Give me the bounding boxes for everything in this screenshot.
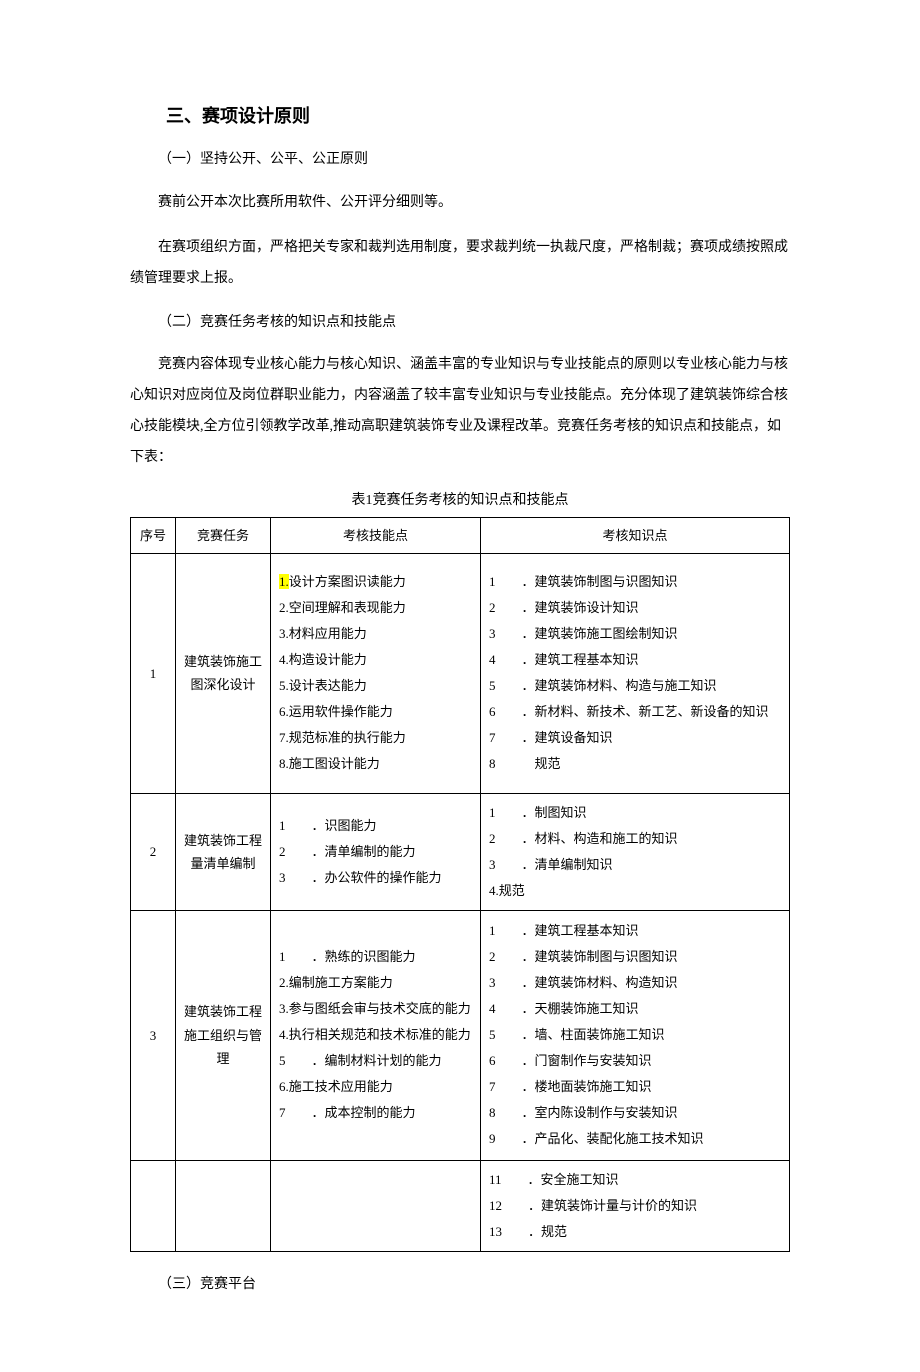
knowledge-lines: 1 ．制图知识2 ．材料、构造和施工的知识3 ．清单编制知识4.规范	[489, 800, 781, 904]
cell-knowledge: 1 ．制图知识2 ．材料、构造和施工的知识3 ．清单编制知识4.规范	[481, 793, 790, 910]
paragraph-1: 赛前公开本次比赛所用软件、公开评分细则等。	[130, 188, 790, 219]
subheading-1: （一）坚持公开、公平、公正原则	[130, 147, 790, 172]
cell-skill	[271, 1160, 481, 1251]
table-header-row: 序号 竞赛任务 考核技能点 考核知识点	[131, 517, 790, 553]
paragraph-2: 在赛项组织方面，严格把关专家和裁判选用制度，要求裁判统一执裁尺度，严格制裁；赛项…	[130, 233, 790, 295]
section-title: 三、赛项设计原则	[130, 100, 790, 132]
table-caption: 表1竞赛任务考核的知识点和技能点	[130, 488, 790, 513]
subheading-3: （三）竞赛平台	[130, 1272, 790, 1297]
skill-lines: 1 ．熟练的识图能力2.编制施工方案能力3.参与图纸会审与技术交底的能力4.执行…	[279, 944, 472, 1126]
cell-skill: 1 ．熟练的识图能力2.编制施工方案能力3.参与图纸会审与技术交底的能力4.执行…	[271, 910, 481, 1160]
cell-knowledge: 1 ．建筑装饰制图与识图知识2 ．建筑装饰设计知识3 ．建筑装饰施工图绘制知识4…	[481, 553, 790, 793]
paragraph-3: 竞赛内容体现专业核心能力与核心知识、涵盖丰富的专业知识与专业技能点的原则以专业核…	[130, 350, 790, 473]
cell-seq: 2	[131, 793, 176, 910]
table-row: 11 ．安全施工知识12 ．建筑装饰计量与计价的知识13 ．规范	[131, 1160, 790, 1251]
cell-seq	[131, 1160, 176, 1251]
cell-task	[176, 1160, 271, 1251]
header-knowledge: 考核知识点	[481, 517, 790, 553]
knowledge-lines: 1 ．建筑工程基本知识2 ．建筑装饰制图与识图知识3 ．建筑装饰材料、构造知识4…	[489, 918, 781, 1152]
table-row: 2 建筑装饰工程量清单编制 1 ．识图能力2 ．清单编制的能力3 ．办公软件的操…	[131, 793, 790, 910]
assessment-table: 序号 竞赛任务 考核技能点 考核知识点 1 建筑装饰施工图深化设计 1.设计方案…	[130, 517, 790, 1252]
cell-skill: 1 ．识图能力2 ．清单编制的能力3 ．办公软件的操作能力	[271, 793, 481, 910]
cell-knowledge: 11 ．安全施工知识12 ．建筑装饰计量与计价的知识13 ．规范	[481, 1160, 790, 1251]
knowledge-lines: 1 ．建筑装饰制图与识图知识2 ．建筑装饰设计知识3 ．建筑装饰施工图绘制知识4…	[489, 569, 781, 777]
table-row: 3 建筑装饰工程施工组织与管理 1 ．熟练的识图能力2.编制施工方案能力3.参与…	[131, 910, 790, 1160]
cell-task: 建筑装饰工程施工组织与管理	[176, 910, 271, 1160]
header-seq: 序号	[131, 517, 176, 553]
header-task: 竞赛任务	[176, 517, 271, 553]
cell-seq: 1	[131, 553, 176, 793]
cell-task: 建筑装饰施工图深化设计	[176, 553, 271, 793]
cell-skill: 1.设计方案图识读能力2.空间理解和表现能力3.材料应用能力4.构造设计能力5.…	[271, 553, 481, 793]
header-skill: 考核技能点	[271, 517, 481, 553]
subheading-2: （二）竞赛任务考核的知识点和技能点	[130, 310, 790, 335]
skill-lines: 1 ．识图能力2 ．清单编制的能力3 ．办公软件的操作能力	[279, 813, 472, 891]
table-row: 1 建筑装饰施工图深化设计 1.设计方案图识读能力2.空间理解和表现能力3.材料…	[131, 553, 790, 793]
cell-knowledge: 1 ．建筑工程基本知识2 ．建筑装饰制图与识图知识3 ．建筑装饰材料、构造知识4…	[481, 910, 790, 1160]
skill-lines: 1.设计方案图识读能力2.空间理解和表现能力3.材料应用能力4.构造设计能力5.…	[279, 569, 472, 777]
cell-task: 建筑装饰工程量清单编制	[176, 793, 271, 910]
knowledge-lines: 11 ．安全施工知识12 ．建筑装饰计量与计价的知识13 ．规范	[489, 1167, 781, 1245]
cell-seq: 3	[131, 910, 176, 1160]
